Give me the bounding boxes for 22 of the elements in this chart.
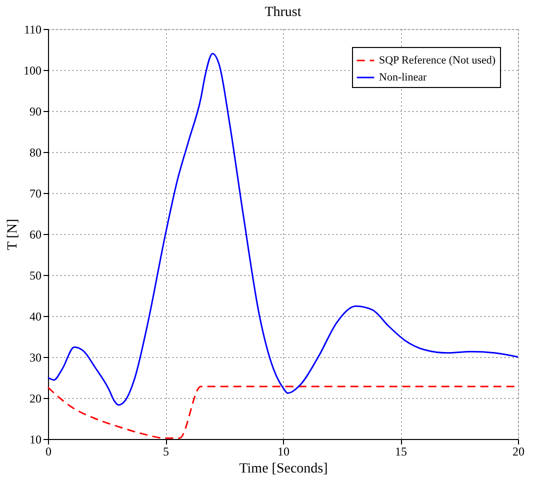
x-axis-title: Time [Seconds] — [239, 462, 328, 476]
y-tick-label: 80 — [30, 146, 42, 160]
y-tick-label: 40 — [30, 310, 42, 324]
x-tick-label: 15 — [395, 444, 407, 458]
y-tick-label: 10 — [30, 432, 42, 446]
chart-title: Thrust — [264, 5, 302, 20]
y-tick-label: 100 — [24, 64, 42, 78]
y-tick-label: 90 — [30, 104, 42, 118]
legend-label: SQP Reference (Not used) — [379, 54, 496, 66]
x-tick-label: 0 — [46, 444, 52, 458]
y-tick-label: 110 — [24, 22, 42, 36]
y-tick-label: 70 — [30, 186, 42, 200]
x-tick-label: 5 — [163, 444, 169, 458]
y-axis-title: T [N] — [6, 218, 20, 250]
y-tick-label: 50 — [30, 268, 42, 282]
y-tick-label: 60 — [30, 228, 42, 242]
legend-label: Non-linear — [379, 72, 427, 84]
x-tick-label: 10 — [278, 444, 290, 458]
y-tick-label: 20 — [30, 392, 42, 406]
x-tick-label: 20 — [512, 444, 524, 458]
y-tick-label: 30 — [30, 350, 42, 364]
line-series — [47, 52, 519, 406]
